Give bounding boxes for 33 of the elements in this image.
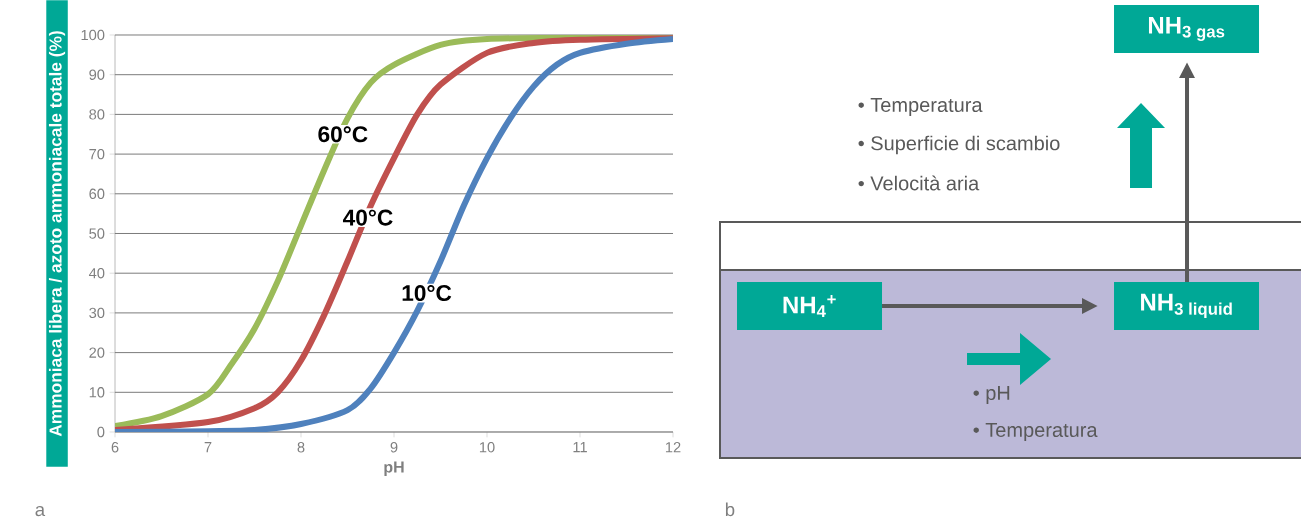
y-tick-label: 90 (89, 69, 105, 80)
text: • Velocità aria (858, 175, 980, 191)
y-tick-label: 20 (89, 347, 105, 358)
y-tick-label: 0 (97, 426, 105, 438)
annotation: 60°C (318, 126, 368, 143)
y-tick-label: 80 (89, 109, 105, 120)
x-tick-label: 7 (204, 442, 212, 453)
y-tick-label: 50 (89, 228, 105, 239)
y-tick-label: 40 (88, 268, 105, 279)
text: • Temperatura (858, 98, 983, 116)
text: NH$_{3 gas}$ (1148, 17, 1225, 41)
y-tick-label: 70 (89, 148, 105, 160)
x-tick-label: 12 (665, 442, 681, 453)
y-tick-label: 10 (89, 387, 105, 398)
annotation: 10°C (402, 285, 452, 302)
x-tick-label: 8 (297, 442, 305, 453)
text: b (725, 502, 735, 517)
x-tick-label: 9 (390, 442, 398, 453)
text: NH$_{3 liquid}$ (1141, 293, 1232, 319)
y-tick-label: 100 (81, 29, 105, 41)
text: a (35, 505, 46, 517)
text: • pH (973, 386, 1010, 404)
y-tick-label: 30 (89, 307, 105, 319)
annotation: 40°C (342, 209, 393, 226)
x-tick-label: 11 (573, 442, 587, 453)
text: • Temperatura (973, 423, 1098, 441)
y-tick-label: 60 (89, 188, 105, 199)
text: NH$_{4}$+ (783, 295, 836, 317)
y-axis-title: Ammoniaca libera / azoto ammoniacale totale (%) (48, 31, 66, 437)
x-tick-label: 6 (111, 442, 119, 453)
text: • Superficie di scambio (858, 135, 1060, 155)
x-tick-label: 10 (479, 442, 495, 453)
x-axis-title: pH (384, 461, 404, 476)
